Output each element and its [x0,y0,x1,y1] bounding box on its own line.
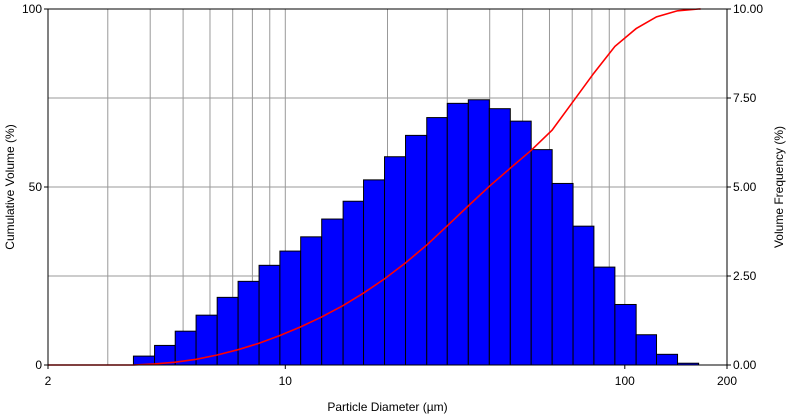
histogram-bar [384,156,407,366]
x-tick-label: 2 [45,374,52,388]
cumulative-curve [48,8,699,366]
histogram-bar [656,353,679,366]
histogram-bar [593,266,616,366]
x-tick-label: 100 [615,374,635,388]
histogram-bar [551,182,574,366]
y-left-tick-label: 100 [22,2,42,16]
histogram-bars [132,99,700,366]
y-left-tick-label: 50 [29,180,43,194]
histogram-bar [363,179,386,366]
y-axis-label-right: Volume Frequency (%) [772,126,786,248]
x-axis-label: Particle Diameter (µm) [327,400,447,414]
y-left-tick-label: 0 [35,358,42,372]
histogram-bar [635,334,658,366]
histogram-bar [488,108,511,366]
y-right-tick-label: 10.00 [733,2,763,16]
histogram-bar [258,264,281,366]
histogram-bar [614,303,637,366]
y-right-tick-label: 7.50 [733,91,757,105]
histogram-bar [467,99,490,366]
histogram-bar [530,149,553,366]
axis-ticks: 2 10 100 200 0 50 100 0.00 2.50 5.00 7.50 10.00 [22,2,763,388]
histogram-bar [446,102,469,366]
y-right-tick-label: 5.00 [733,180,757,194]
histogram-bar [279,250,302,366]
histogram-bar [237,280,260,366]
histogram-bar [509,120,532,366]
y-right-tick-label: 2.50 [733,269,757,283]
x-tick-label: 200 [717,374,737,388]
histogram-bar [342,200,365,366]
y-right-tick-label: 0.00 [733,358,757,372]
y-axis-label-left: Cumulative Volume (%) [3,124,17,249]
histogram-bar [300,236,323,366]
x-tick-label: 10 [279,374,293,388]
histogram-bar [321,218,344,366]
histogram-bar [405,134,428,366]
histogram-bar [572,225,595,366]
